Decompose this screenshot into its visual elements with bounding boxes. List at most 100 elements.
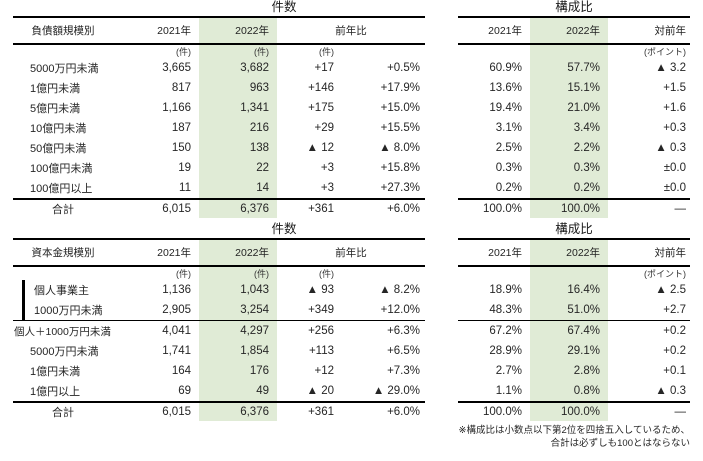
- footnote-line2: 合計は必ずしも100とはならない: [550, 438, 690, 449]
- value-pct: +15.8%: [380, 162, 420, 174]
- value-2021: 19: [178, 162, 191, 174]
- capital-ratio-table: 構成比 2021年 2022年 対前年 (ポイント) 18.9% 16.4% ▲…: [458, 222, 690, 421]
- unit-yoy: (件): [319, 47, 334, 57]
- ratio-diff: +1.5: [663, 82, 686, 94]
- ratio-diff: +0.2: [663, 345, 686, 357]
- column-header-2021: 2021年: [157, 247, 191, 259]
- row-label: 100億円以上: [30, 183, 93, 195]
- ratio-diff: ±0.0: [663, 162, 686, 174]
- value-2021: 817: [171, 82, 191, 94]
- value-2022: 14: [199, 178, 277, 198]
- ratio-2021: 13.6%: [489, 82, 522, 94]
- ratio-2022: 57.7%: [530, 58, 608, 78]
- total-row: 100.0% 100.0% —: [458, 198, 690, 218]
- row-label: 個人事業主: [13, 280, 113, 300]
- column-header-yoy: 前年比: [335, 247, 367, 259]
- unit-spacer: [13, 267, 113, 280]
- column-header-yoy: 対前年: [654, 25, 687, 37]
- value-pct: ▲ 8.2%: [379, 284, 420, 296]
- column-header-2022: 2022年: [199, 240, 277, 265]
- value-diff: +17: [314, 62, 334, 74]
- table-row: 19.4% 21.0% +1.6: [458, 98, 690, 118]
- ratio-diff: ▲ 0.3: [655, 385, 686, 397]
- table-row: 60.9% 57.7% ▲ 3.2: [458, 58, 690, 78]
- ratio-2022: 3.4%: [530, 118, 608, 138]
- table-row: 2.7% 2.8% +0.1: [458, 361, 690, 381]
- unit-2021: (件): [176, 269, 191, 279]
- total-row: 合計 6,015 6,376 +361 +6.0%: [13, 198, 425, 218]
- table-row: 1.1% 0.8% ▲ 0.3: [458, 381, 690, 401]
- units-row: (ポイント): [458, 45, 690, 58]
- unit-yoy: (件): [319, 269, 334, 279]
- ratio-2022: 16.4%: [530, 280, 608, 300]
- value-2022: 176: [199, 361, 277, 381]
- column-header-2021: 2021年: [157, 25, 191, 37]
- column-header-category: 資本金規模別: [31, 247, 95, 259]
- table-title-count: 件数: [271, 222, 297, 236]
- table-row: 5億円未満 1,166 1,341 +175 +15.0%: [13, 98, 425, 118]
- total-row: 合計 6,015 6,376 +361 +6.0%: [13, 401, 425, 421]
- ratio-2021: 28.9%: [489, 345, 522, 357]
- table-title-ratio: 構成比: [555, 222, 593, 236]
- row-label: 5億円未満: [30, 103, 81, 115]
- header-row: 2021年 2022年 対前年: [458, 238, 690, 267]
- ratio-diff: ▲ 0.3: [655, 142, 686, 154]
- unit-spacer: [13, 45, 113, 58]
- total-pct: +6.0%: [387, 203, 420, 215]
- table-row: 2.5% 2.2% ▲ 0.3: [458, 138, 690, 158]
- value-pct: +7.3%: [387, 365, 420, 377]
- ratio-2022: 51.0%: [530, 300, 608, 320]
- ratio-diff: ±0.0: [663, 182, 686, 194]
- table-row: 1億円未満 164 176 +12 +7.3%: [13, 361, 425, 381]
- total-ratio-2022: 100.0%: [530, 403, 608, 421]
- ratio-2022: 0.3%: [530, 158, 608, 178]
- table-row: 0.3% 0.3% ±0.0: [458, 158, 690, 178]
- row-label: 10億円未満: [30, 123, 87, 135]
- column-header-category: 負債額規模別: [31, 25, 95, 37]
- table-row: 1000万円未満 2,905 3,254 +349 +12.0%: [13, 300, 425, 321]
- header-row: 2021年 2022年 対前年: [458, 16, 690, 45]
- unit-spacer: [337, 45, 425, 58]
- unit-spacer: [530, 267, 608, 280]
- value-2021: 11: [179, 182, 191, 194]
- ratio-2022: 0.2%: [530, 178, 608, 198]
- table-title-count: 件数: [271, 0, 297, 14]
- ratio-2021: 60.9%: [489, 62, 522, 74]
- value-2021: 1,741: [162, 345, 191, 357]
- ratio-2022: 0.8%: [530, 381, 608, 401]
- value-2021: 164: [171, 365, 191, 377]
- value-diff: +256: [308, 325, 334, 337]
- unit-points: (ポイント): [644, 47, 686, 57]
- value-2021: 187: [171, 122, 191, 134]
- value-2021: 1,136: [162, 284, 191, 296]
- value-diff: +349: [308, 304, 334, 316]
- value-diff: +29: [314, 122, 334, 134]
- ratio-2022: 2.2%: [530, 138, 608, 158]
- value-2022: 3,682: [199, 58, 277, 78]
- total-ratio-2022: 100.0%: [530, 200, 608, 218]
- value-2022: 216: [199, 118, 277, 138]
- value-pct: +0.5%: [387, 62, 420, 74]
- row-label: 1億円未満: [30, 366, 81, 378]
- table-row: 50億円未満 150 138 ▲ 12 ▲ 8.0%: [13, 138, 425, 158]
- value-pct: +17.9%: [380, 82, 420, 94]
- value-diff: ▲ 12: [306, 142, 334, 154]
- table-row: 48.3% 51.0% +2.7: [458, 300, 690, 321]
- ratio-diff: +0.3: [663, 122, 686, 134]
- table-body: 5000万円未満 3,665 3,682 +17 +0.5% 1億円未満 817…: [13, 58, 425, 198]
- value-2022: 963: [199, 78, 277, 98]
- total-diff: +361: [308, 203, 334, 215]
- table-body: 18.9% 16.4% ▲ 2.5 48.3% 51.0% +2.7 67.2%…: [458, 280, 690, 401]
- total-ratio-diff: —: [674, 203, 687, 215]
- unit-2022: (件): [199, 267, 277, 280]
- value-2022: 1,341: [199, 98, 277, 118]
- total-pct: +6.0%: [387, 406, 420, 418]
- ratio-diff: +0.2: [663, 325, 686, 337]
- table-row: 5000万円未満 1,741 1,854 +113 +6.5%: [13, 341, 425, 361]
- column-header-yoy: 対前年: [654, 247, 687, 259]
- total-2021: 6,015: [162, 406, 191, 418]
- ratio-2021: 0.2%: [495, 182, 522, 194]
- table-row: 3.1% 3.4% +0.3: [458, 118, 690, 138]
- unit-spacer: [530, 45, 608, 58]
- ratio-diff: +0.1: [663, 365, 686, 377]
